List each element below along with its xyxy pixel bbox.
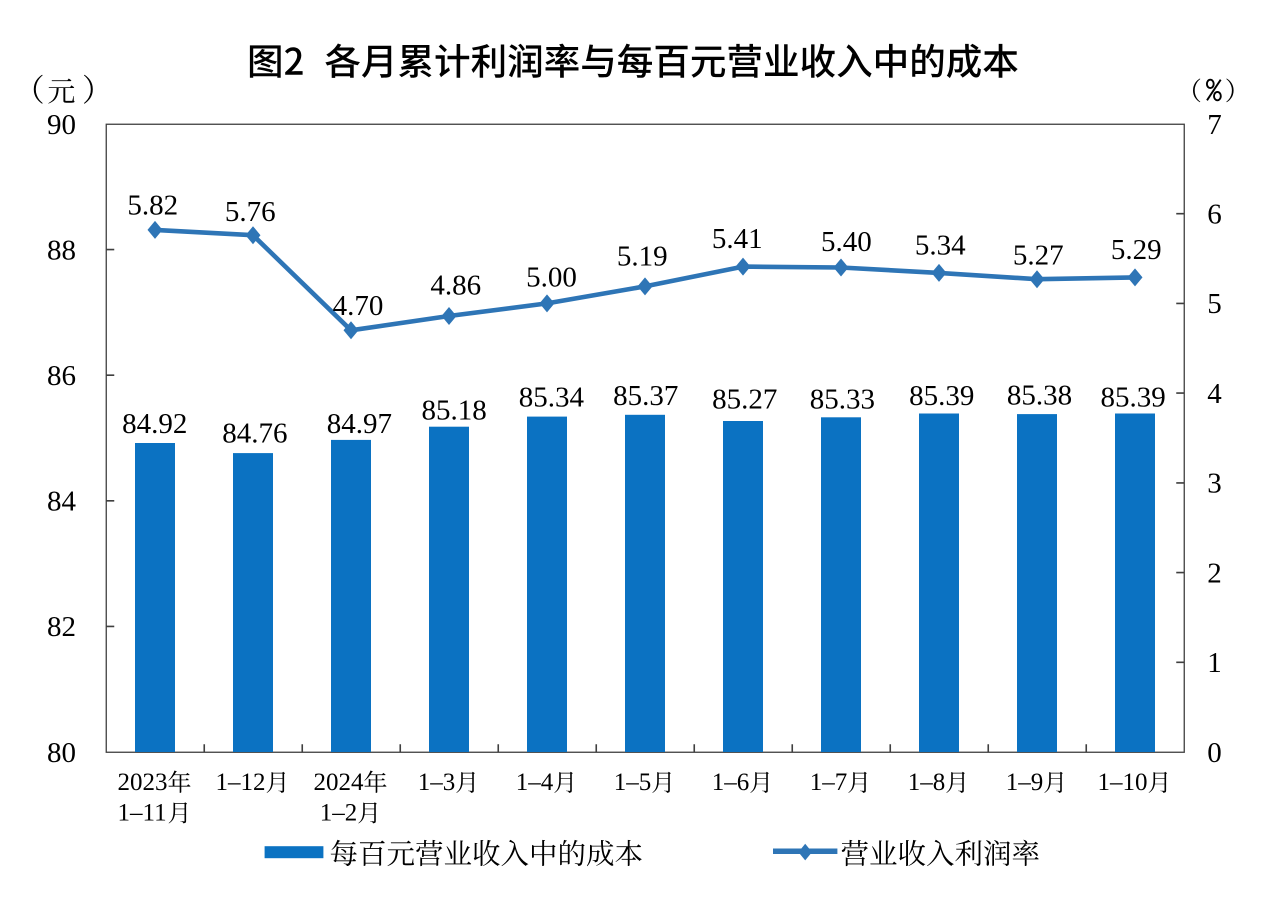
svg-text:2024: 2024: [314, 769, 365, 796]
svg-text:1–10: 1–10: [1098, 769, 1148, 796]
svg-text:5.76: 5.76: [225, 196, 276, 228]
svg-text:7: 7: [1207, 109, 1222, 141]
svg-text:84.76: 84.76: [222, 418, 287, 450]
svg-text:85.39: 85.39: [909, 380, 974, 412]
svg-text:1–12: 1–12: [216, 769, 266, 796]
svg-text:1–4: 1–4: [516, 769, 554, 796]
svg-text:84: 84: [47, 486, 77, 518]
svg-text:86: 86: [47, 360, 76, 392]
svg-text:0: 0: [1207, 737, 1222, 769]
svg-text:6: 6: [1207, 199, 1222, 231]
svg-text:1–6: 1–6: [712, 769, 750, 796]
svg-text:80: 80: [47, 737, 76, 769]
svg-text:4.86: 4.86: [430, 269, 481, 301]
svg-text:1–7: 1–7: [810, 769, 848, 796]
svg-text:1–2: 1–2: [320, 800, 358, 827]
svg-text:3: 3: [1207, 468, 1222, 500]
svg-text:85.37: 85.37: [613, 380, 678, 412]
svg-text:5.40: 5.40: [821, 226, 872, 258]
svg-text:1–8: 1–8: [908, 769, 946, 796]
svg-text:84.92: 84.92: [122, 408, 187, 440]
svg-text:1–9: 1–9: [1006, 769, 1044, 796]
svg-text:5.27: 5.27: [1013, 240, 1064, 272]
svg-text:85.33: 85.33: [810, 384, 875, 416]
svg-text:85.39: 85.39: [1100, 382, 1165, 414]
svg-text:85.27: 85.27: [712, 383, 777, 415]
svg-text:85.38: 85.38: [1007, 380, 1072, 412]
svg-text:88: 88: [47, 234, 76, 266]
svg-text:1: 1: [1207, 647, 1222, 679]
svg-text:4.70: 4.70: [333, 290, 384, 322]
svg-text:1–5: 1–5: [614, 769, 652, 796]
svg-text:4: 4: [1207, 378, 1222, 410]
svg-text:5: 5: [1207, 288, 1222, 320]
svg-text:5.00: 5.00: [526, 261, 577, 293]
svg-text:5.29: 5.29: [1111, 234, 1162, 266]
svg-text:84.97: 84.97: [327, 408, 392, 440]
svg-text:85.18: 85.18: [421, 395, 486, 427]
svg-text:5.41: 5.41: [712, 223, 763, 255]
svg-text:2: 2: [1207, 557, 1222, 589]
svg-text:82: 82: [47, 611, 76, 643]
svg-text:5.19: 5.19: [617, 241, 668, 273]
svg-text:2023: 2023: [118, 769, 168, 796]
svg-text:1–11: 1–11: [118, 800, 167, 827]
svg-text:5.82: 5.82: [127, 189, 178, 221]
svg-text:1–3: 1–3: [418, 769, 456, 796]
svg-text:90: 90: [47, 109, 76, 141]
svg-text:5.34: 5.34: [915, 230, 966, 262]
svg-text:85.34: 85.34: [519, 382, 585, 414]
